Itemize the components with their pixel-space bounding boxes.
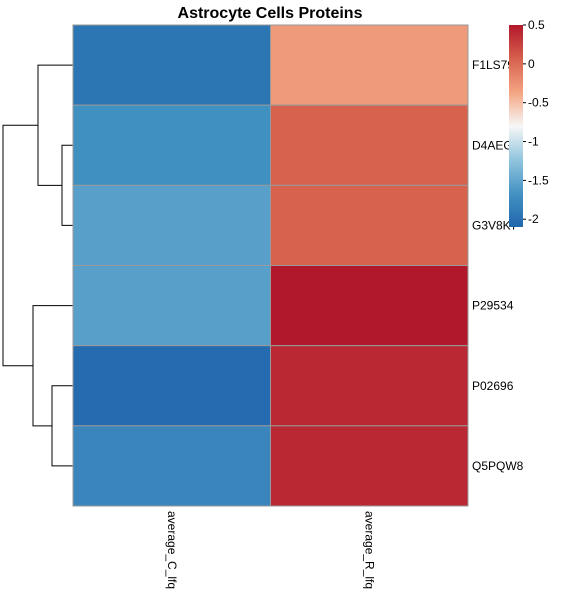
row-label: G3V8K7 (472, 218, 518, 232)
heatmap-cells (72, 24, 469, 507)
color-legend: 0.5 0 -0.5 -1 -1.5 -2 (509, 18, 549, 227)
row-label: P02696 (472, 379, 514, 393)
heatmap-cell (72, 104, 271, 186)
legend-tick-label: -1.5 (528, 173, 549, 187)
legend-colorbar (509, 25, 523, 227)
heatmap-cell (72, 184, 271, 266)
legend-tick-label: 0.5 (528, 18, 545, 32)
dendrogram-branch (51, 385, 73, 467)
heatmap-cell (270, 24, 469, 106)
legend-tick-label: 0 (528, 57, 535, 71)
dendrogram-branch (32, 305, 73, 427)
heatmap-cell (270, 104, 469, 186)
row-label: D4AEG2 (472, 138, 520, 152)
heatmap-cell (72, 425, 271, 507)
heatmap-cell (270, 345, 469, 427)
heatmap-cell (270, 265, 469, 347)
heatmap-cell (72, 265, 271, 347)
heatmap-cell (270, 184, 469, 266)
dendrogram-branch (61, 144, 73, 226)
column-label: average_C_lfq (165, 511, 179, 589)
column-labels: average_C_lfq average_R_lfq (165, 511, 377, 589)
heatmap-cell (72, 24, 271, 106)
dendrogram-branch (2, 124, 38, 367)
heatmap-cell (72, 345, 271, 427)
row-dendrogram (2, 64, 73, 467)
row-labels: F1LS79 D4AEG2 G3V8K7 P29534 P02696 Q5PQW8 (472, 58, 524, 473)
column-label: average_R_lfq (362, 511, 376, 589)
legend-tick-label: -2 (528, 212, 539, 226)
legend-tick-label: -0.5 (528, 96, 549, 110)
chart-title: Astrocyte Cells Proteins (178, 5, 363, 22)
row-label: F1LS79 (472, 58, 514, 72)
heatmap-cell (270, 425, 469, 507)
legend-tick-label: -1 (528, 135, 539, 149)
row-label: P29534 (472, 299, 514, 313)
row-label: Q5PQW8 (472, 459, 524, 473)
dendrogram-branch (37, 64, 73, 186)
